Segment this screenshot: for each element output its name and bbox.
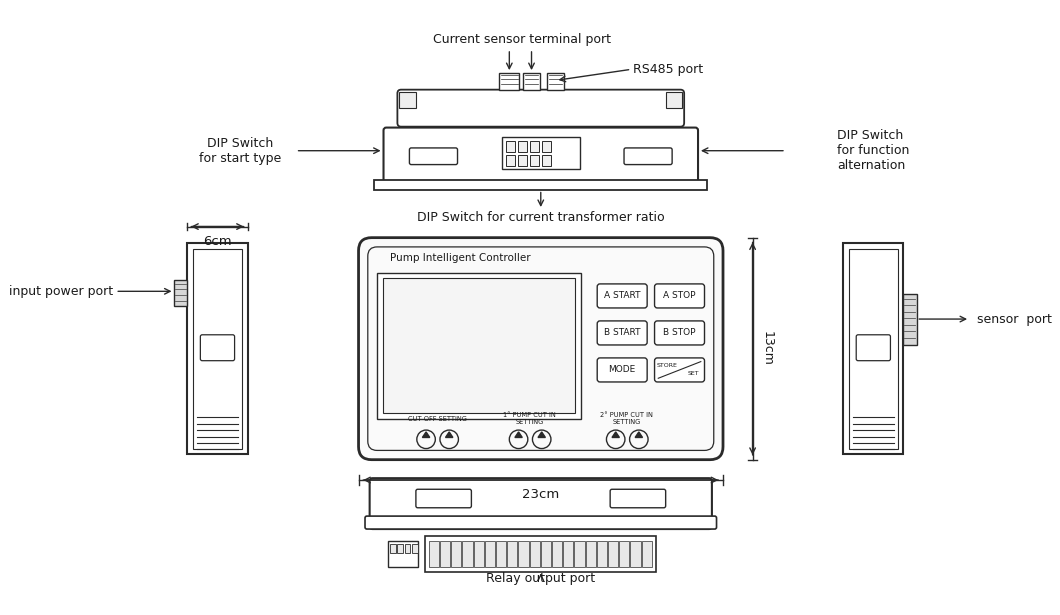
- Bar: [507, 541, 517, 567]
- Bar: [597, 541, 607, 567]
- Text: sensor  port: sensor port: [977, 312, 1053, 325]
- Bar: [383, 279, 575, 413]
- Text: B STOP: B STOP: [664, 328, 695, 338]
- Bar: [405, 544, 410, 553]
- Text: DIP Switch for current transformer ratio: DIP Switch for current transformer ratio: [417, 211, 665, 224]
- Bar: [666, 92, 683, 108]
- Bar: [188, 243, 248, 454]
- Bar: [502, 137, 580, 169]
- FancyBboxPatch shape: [398, 90, 684, 127]
- Bar: [175, 280, 188, 306]
- FancyBboxPatch shape: [655, 358, 705, 382]
- Polygon shape: [422, 432, 429, 437]
- Bar: [552, 541, 562, 567]
- FancyBboxPatch shape: [365, 516, 717, 529]
- FancyBboxPatch shape: [611, 490, 666, 508]
- Bar: [524, 73, 540, 90]
- Bar: [496, 541, 507, 567]
- Bar: [575, 541, 585, 567]
- Bar: [390, 544, 395, 553]
- Text: A STOP: A STOP: [664, 292, 695, 301]
- FancyBboxPatch shape: [368, 247, 713, 450]
- Bar: [631, 541, 640, 567]
- Bar: [374, 180, 707, 189]
- Polygon shape: [445, 432, 453, 437]
- Text: DIP Switch
for function
alternation: DIP Switch for function alternation: [836, 129, 909, 172]
- Bar: [608, 541, 618, 567]
- Bar: [412, 544, 418, 553]
- Text: input power port: input power port: [10, 285, 113, 298]
- Text: MODE: MODE: [608, 365, 636, 375]
- Polygon shape: [612, 432, 619, 437]
- Bar: [400, 92, 416, 108]
- Bar: [425, 536, 656, 571]
- Text: Current sensor terminal port: Current sensor terminal port: [434, 33, 612, 46]
- Polygon shape: [538, 432, 546, 437]
- Bar: [517, 156, 527, 167]
- Bar: [506, 141, 515, 152]
- Bar: [398, 544, 403, 553]
- FancyBboxPatch shape: [624, 148, 672, 165]
- Bar: [530, 156, 538, 167]
- Text: Relay output port: Relay output port: [487, 571, 596, 585]
- FancyBboxPatch shape: [409, 148, 458, 165]
- FancyBboxPatch shape: [597, 284, 648, 308]
- Polygon shape: [635, 432, 642, 437]
- Text: SET: SET: [688, 371, 700, 376]
- Bar: [377, 273, 581, 419]
- FancyBboxPatch shape: [655, 321, 705, 345]
- FancyBboxPatch shape: [856, 335, 890, 360]
- Bar: [542, 156, 551, 167]
- Bar: [547, 73, 564, 90]
- Bar: [484, 541, 495, 567]
- Bar: [518, 541, 529, 567]
- Text: STORE: STORE: [657, 363, 678, 368]
- FancyBboxPatch shape: [597, 321, 648, 345]
- FancyBboxPatch shape: [655, 284, 705, 308]
- Bar: [542, 141, 551, 152]
- Bar: [474, 541, 483, 567]
- Bar: [440, 541, 450, 567]
- Text: RS485 port: RS485 port: [633, 63, 704, 76]
- Bar: [388, 541, 418, 567]
- Bar: [506, 156, 515, 167]
- Bar: [849, 248, 898, 448]
- Bar: [530, 541, 540, 567]
- Bar: [563, 541, 573, 567]
- Text: 1° PUMP CUT IN
SETTING: 1° PUMP CUT IN SETTING: [504, 413, 556, 426]
- Bar: [517, 141, 527, 152]
- Bar: [541, 541, 551, 567]
- FancyBboxPatch shape: [416, 490, 472, 508]
- Bar: [530, 141, 538, 152]
- FancyBboxPatch shape: [358, 237, 723, 459]
- Text: B START: B START: [604, 328, 640, 338]
- Text: A START: A START: [604, 292, 640, 301]
- Bar: [585, 541, 596, 567]
- FancyBboxPatch shape: [200, 335, 234, 360]
- Text: 23cm: 23cm: [523, 488, 560, 501]
- Bar: [429, 541, 439, 567]
- FancyBboxPatch shape: [384, 127, 699, 185]
- FancyBboxPatch shape: [597, 358, 648, 382]
- Text: CUT OFF SETTING: CUT OFF SETTING: [408, 416, 466, 422]
- Text: DIP Switch
for start type: DIP Switch for start type: [199, 137, 281, 165]
- Polygon shape: [515, 432, 523, 437]
- Text: 2° PUMP CUT IN
SETTING: 2° PUMP CUT IN SETTING: [600, 413, 653, 426]
- FancyBboxPatch shape: [370, 478, 712, 529]
- Bar: [844, 243, 903, 454]
- Bar: [619, 541, 630, 567]
- Bar: [641, 541, 652, 567]
- Text: 6cm: 6cm: [204, 235, 232, 248]
- Bar: [499, 73, 519, 90]
- Bar: [193, 248, 242, 448]
- Bar: [462, 541, 473, 567]
- Text: 13cm: 13cm: [761, 331, 774, 366]
- Bar: [903, 294, 917, 345]
- Text: Pump Intelligent Controller: Pump Intelligent Controller: [390, 253, 531, 263]
- Bar: [452, 541, 461, 567]
